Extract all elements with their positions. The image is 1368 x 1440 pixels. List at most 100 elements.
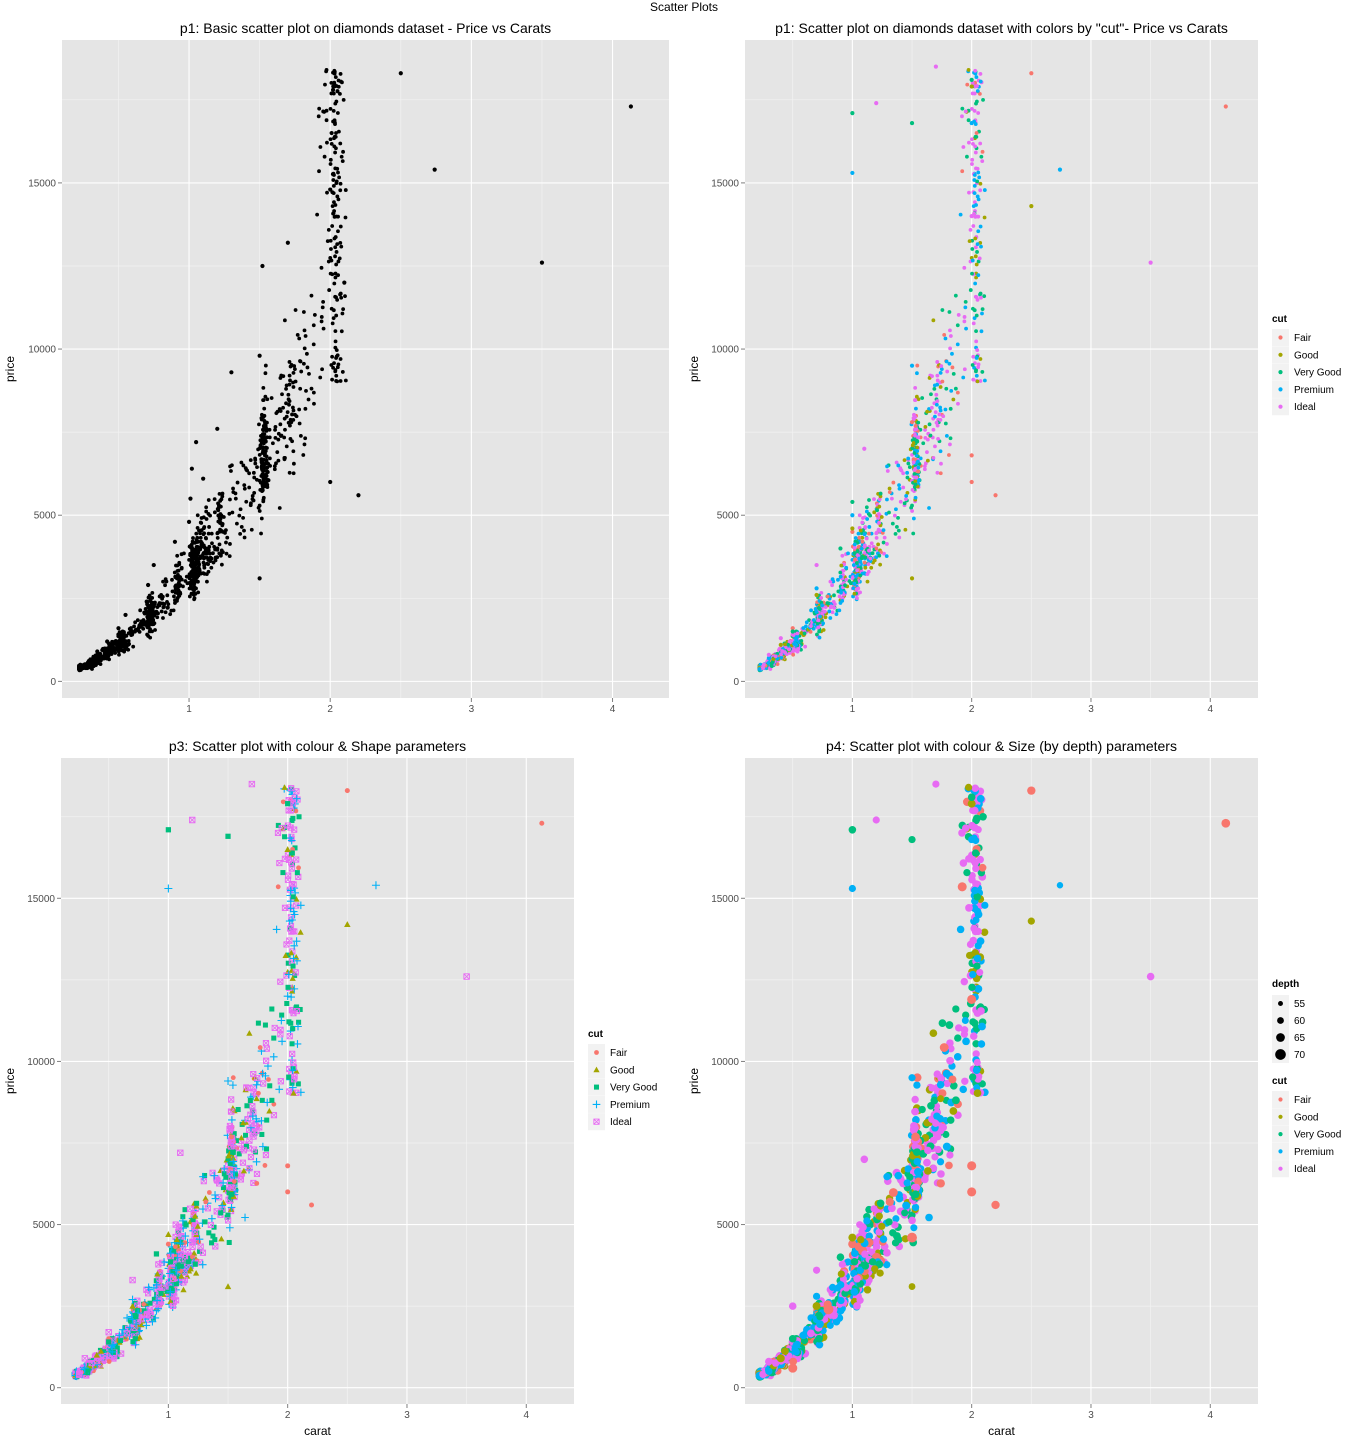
data-point (269, 1052, 278, 1061)
data-point (911, 416, 916, 420)
data-point (853, 557, 857, 562)
data-point (137, 629, 142, 634)
data-point (195, 556, 200, 561)
legend-label: Premium (1294, 385, 1334, 396)
data-point (129, 1302, 136, 1309)
data-point (288, 865, 295, 872)
data-point (206, 569, 211, 574)
data-point (121, 635, 126, 639)
data-point (851, 563, 856, 567)
data-point (914, 475, 919, 480)
data-point (286, 937, 293, 944)
data-point (233, 1138, 239, 1144)
data-point (923, 424, 928, 429)
data-point (136, 1334, 143, 1340)
data-point (335, 89, 340, 93)
data-point (891, 480, 896, 485)
data-point (197, 1248, 203, 1254)
data-point (332, 134, 337, 139)
data-point (334, 313, 339, 318)
data-point (331, 119, 335, 124)
data-point (925, 450, 929, 455)
data-point (890, 521, 895, 526)
data-point (968, 288, 973, 292)
data-point (331, 191, 336, 196)
data-point (292, 937, 301, 945)
data-point (288, 785, 295, 792)
data-point (248, 458, 253, 463)
data-point (172, 1244, 178, 1250)
data-point (982, 215, 987, 220)
data-point (275, 1085, 284, 1094)
data-point (133, 620, 138, 625)
data-point (335, 379, 340, 384)
data-point (291, 418, 296, 422)
data-point (255, 465, 259, 470)
data-point (955, 342, 960, 347)
data-point (828, 616, 833, 620)
data-point (942, 1142, 951, 1151)
data-point (850, 111, 855, 116)
data-point (331, 316, 336, 321)
data-point (260, 472, 265, 476)
data-point (340, 370, 345, 374)
x-tick-label: 3 (469, 704, 475, 715)
data-point (876, 542, 881, 547)
data-point (879, 515, 884, 519)
data-point (321, 326, 326, 331)
data-point (943, 421, 948, 426)
data-point (968, 228, 973, 232)
data-point (335, 242, 340, 247)
data-point (159, 601, 163, 606)
data-point (108, 1348, 117, 1356)
data-point (264, 484, 269, 489)
data-point (787, 647, 791, 652)
data-point (961, 375, 966, 380)
data-point (285, 1163, 291, 1169)
data-point (319, 315, 324, 319)
data-point (212, 497, 217, 502)
data-point (869, 565, 874, 570)
data-point (333, 101, 338, 106)
x-tick-label: 2 (285, 1410, 291, 1421)
data-point (974, 75, 979, 80)
data-point (170, 589, 175, 594)
data-point (830, 610, 835, 615)
data-point (204, 1205, 211, 1212)
data-point (212, 1237, 218, 1243)
data-point (333, 368, 338, 372)
data-point (179, 577, 184, 582)
data-point (285, 960, 291, 966)
data-point (944, 433, 949, 438)
data-point (155, 605, 160, 610)
data-point (237, 1176, 244, 1183)
data-point (335, 111, 340, 115)
data-point (256, 1090, 261, 1096)
data-point (229, 1184, 236, 1191)
data-point (265, 469, 269, 474)
data-point (205, 579, 209, 584)
data-point (978, 72, 983, 76)
data-point (277, 1031, 284, 1038)
data-point (206, 1190, 212, 1195)
data-point (279, 1012, 285, 1018)
data-point (949, 388, 954, 393)
data-point (295, 333, 300, 337)
data-point (975, 242, 980, 247)
data-point (897, 486, 902, 491)
data-point (262, 427, 267, 431)
data-point (288, 423, 292, 428)
x-tick-label: 1 (186, 704, 192, 715)
data-point (242, 535, 247, 540)
data-point (913, 424, 918, 428)
data-point (786, 642, 791, 647)
data-point (324, 68, 329, 72)
data-point (255, 1020, 261, 1026)
data-point (78, 665, 83, 671)
data-point (193, 1231, 200, 1237)
data-point (964, 326, 968, 331)
data-point (159, 1284, 166, 1291)
data-point (187, 594, 192, 599)
data-point (288, 916, 296, 924)
data-point (132, 1336, 138, 1342)
